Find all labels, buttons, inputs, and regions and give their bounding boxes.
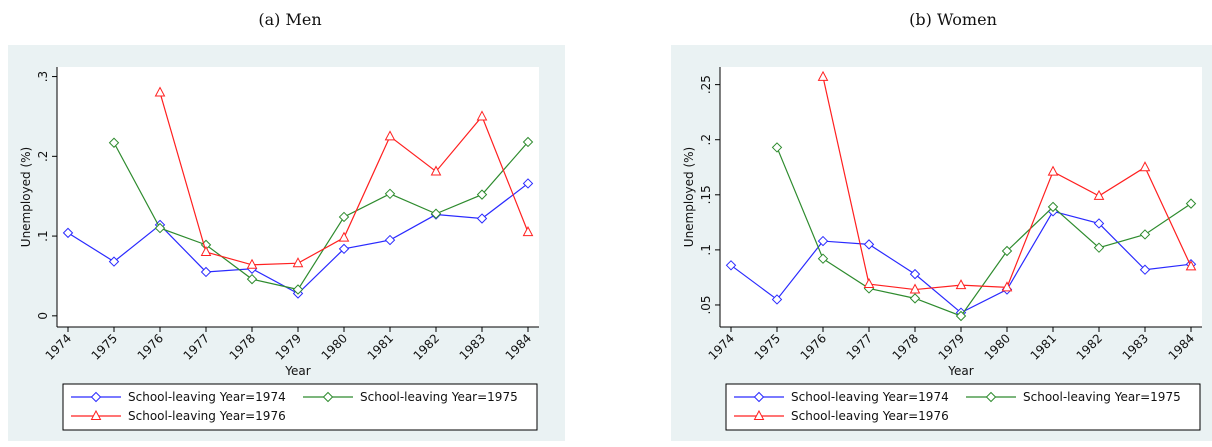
point-marker (863, 239, 875, 250)
legend-box (62, 383, 538, 431)
point-marker (292, 284, 304, 295)
point-marker (90, 409, 102, 420)
point-marker (108, 137, 120, 148)
point-marker (771, 294, 783, 305)
point-marker (1047, 201, 1059, 213)
point-marker (817, 253, 829, 264)
point-marker (1093, 242, 1105, 253)
point-marker (90, 391, 102, 403)
point-marker (384, 234, 396, 246)
point-marker (476, 189, 488, 200)
series-line (113, 141, 529, 291)
point-marker (1139, 229, 1151, 240)
legend-label: School-leaving Year=1974 (791, 390, 949, 404)
point-marker (522, 136, 534, 148)
chart-title: (b) Women (909, 10, 997, 29)
point-marker (246, 273, 258, 285)
x-axis-label: Year (284, 364, 310, 378)
point-marker (725, 260, 737, 271)
point-marker (863, 277, 875, 289)
point-marker (200, 266, 212, 278)
point-marker (771, 142, 783, 153)
y-tick-label: .25 (699, 75, 713, 94)
series-line (776, 147, 1192, 317)
point-marker (1093, 218, 1105, 229)
point-marker (62, 227, 74, 239)
point-marker (430, 208, 442, 219)
legend-label: School-leaving Year=1975 (1023, 390, 1181, 404)
point-marker (476, 110, 488, 121)
point-marker (292, 257, 304, 268)
point-marker (1185, 198, 1197, 209)
x-axis-label: Year (947, 364, 973, 378)
point-marker (200, 245, 212, 257)
point-marker (154, 86, 166, 97)
y-tick-label: .1 (699, 244, 713, 255)
point-marker (1001, 281, 1013, 292)
point-marker (338, 243, 350, 255)
y-tick-label: .1 (36, 230, 50, 241)
y-tick-label: .15 (699, 185, 713, 204)
y-tick-label: .05 (699, 295, 713, 314)
point-marker (154, 222, 166, 234)
point-marker (955, 310, 967, 322)
y-axis-label: Unemployed (%) (19, 147, 33, 247)
y-tick-label: .2 (699, 134, 713, 145)
point-marker (1001, 245, 1013, 257)
y-tick-label: .3 (36, 71, 50, 82)
point-marker (246, 258, 258, 269)
point-marker (338, 211, 350, 223)
plot-area (57, 67, 539, 327)
legend-label: School-leaving Year=1976 (128, 409, 286, 423)
y-axis-label: Unemployed (%) (682, 147, 696, 247)
y-tick-label: 0 (36, 312, 50, 320)
point-marker (522, 178, 534, 189)
point-marker (430, 165, 442, 176)
point-marker (1185, 260, 1197, 271)
point-marker (909, 283, 921, 294)
point-marker (108, 256, 120, 267)
point-marker (1093, 189, 1105, 200)
chart-title: (a) Men (258, 10, 321, 29)
point-marker (384, 188, 396, 200)
point-marker (753, 409, 765, 420)
point-marker (985, 391, 997, 403)
point-marker (753, 391, 765, 403)
point-marker (955, 279, 967, 290)
legend-label: School-leaving Year=1974 (128, 390, 286, 404)
point-marker (817, 235, 829, 247)
y-tick-label: .2 (36, 151, 50, 162)
point-marker (522, 226, 534, 237)
point-marker (322, 391, 334, 403)
point-marker (338, 231, 350, 242)
legend-label: School-leaving Year=1976 (791, 409, 949, 423)
point-marker (1139, 264, 1151, 275)
point-marker (476, 213, 488, 224)
point-marker (384, 130, 396, 141)
point-marker (1139, 161, 1151, 172)
point-marker (909, 268, 921, 280)
point-marker (1047, 165, 1059, 176)
legend-box (725, 383, 1201, 431)
point-marker (909, 293, 921, 304)
point-marker (817, 70, 829, 81)
legend-label: School-leaving Year=1975 (360, 390, 518, 404)
